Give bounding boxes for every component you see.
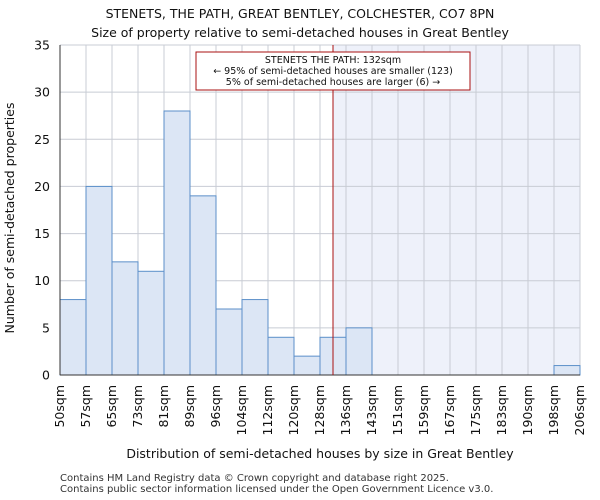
x-tick-label: 159sqm xyxy=(416,385,431,435)
annotation-line: ← 95% of semi-detached houses are smalle… xyxy=(213,66,453,77)
footer-licence: Contains public sector information licen… xyxy=(60,484,494,495)
x-tick-label: 65sqm xyxy=(104,385,119,428)
y-tick-label: 25 xyxy=(34,132,50,147)
y-tick-label: 35 xyxy=(34,38,50,53)
x-tick-label: 183sqm xyxy=(494,385,509,435)
annotation-line: STENETS THE PATH: 132sqm xyxy=(265,55,401,66)
annotation-line: 5% of semi-detached houses are larger (6… xyxy=(226,77,440,88)
x-tick-label: 136sqm xyxy=(338,385,353,435)
histogram-bar xyxy=(553,365,581,376)
histogram-bar xyxy=(111,261,139,376)
histogram-bar xyxy=(241,299,269,376)
x-tick-label: 143sqm xyxy=(364,385,379,435)
x-tick-label: 206sqm xyxy=(572,385,587,435)
y-tick-label: 15 xyxy=(34,226,50,241)
histogram-chart: 0 5 10 15 20 25 30 35 50sqm 57sqm 65sqm 73sqm 81sqm 8… xyxy=(2,6,587,461)
x-tick-label: 73sqm xyxy=(130,385,145,428)
x-axis-label: Distribution of semi-detached houses by … xyxy=(126,446,514,461)
y-tick-label: 10 xyxy=(34,273,50,288)
histogram-bar xyxy=(215,308,243,376)
x-tick-label: 167sqm xyxy=(442,385,457,435)
chart-subtitle: Size of property relative to semi-detach… xyxy=(91,25,509,40)
x-tick-label: 120sqm xyxy=(286,385,301,435)
histogram-bar xyxy=(267,336,295,376)
x-tick-label: 190sqm xyxy=(520,385,535,435)
histogram-bar xyxy=(59,299,87,376)
histogram-bar xyxy=(137,270,165,376)
histogram-bar xyxy=(163,110,191,376)
x-tick-label: 89sqm xyxy=(182,385,197,428)
x-tick-label: 198sqm xyxy=(546,385,561,435)
x-tick-label: 81sqm xyxy=(156,385,171,428)
x-tick-label: 128sqm xyxy=(312,385,327,435)
y-tick-label: 30 xyxy=(34,85,50,100)
x-tick-label: 151sqm xyxy=(390,385,405,435)
y-tick-label: 0 xyxy=(42,368,50,383)
histogram-bar xyxy=(293,355,321,376)
footer-copyright: Contains HM Land Registry data © Crown c… xyxy=(60,473,449,484)
chart-title: STENETS, THE PATH, GREAT BENTLEY, COLCHE… xyxy=(106,6,495,21)
larger-region-shade xyxy=(333,45,580,375)
histogram-bar xyxy=(189,195,217,376)
annotation-box xyxy=(195,51,471,91)
y-tick-label: 5 xyxy=(42,320,50,335)
histogram-bar xyxy=(85,185,113,376)
x-tick-label: 96sqm xyxy=(208,385,223,428)
y-axis-label: Number of semi-detached properties xyxy=(2,103,17,334)
x-tick-label: 104sqm xyxy=(234,385,249,435)
y-tick-label: 20 xyxy=(34,179,50,194)
x-tick-label: 50sqm xyxy=(52,385,67,428)
x-tick-label: 57sqm xyxy=(78,385,93,428)
histogram-bar xyxy=(345,327,373,376)
x-tick-label: 175sqm xyxy=(468,385,483,435)
x-tick-label: 112sqm xyxy=(260,385,275,435)
